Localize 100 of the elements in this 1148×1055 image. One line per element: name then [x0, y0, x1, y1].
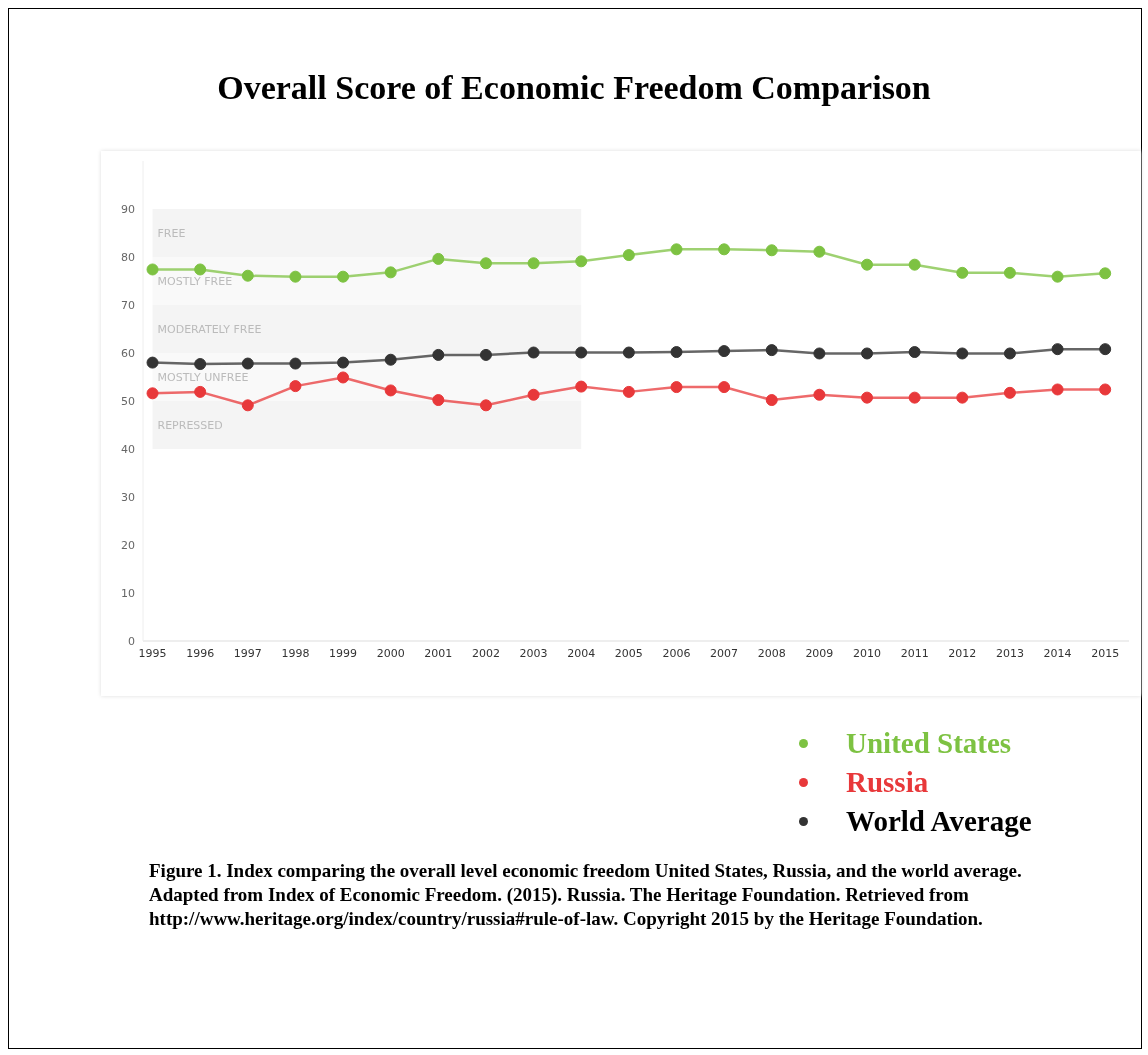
- point: [527, 346, 540, 359]
- x-tick-label: 2015: [1091, 646, 1120, 660]
- point: [241, 357, 254, 370]
- legend-label: Russia: [846, 766, 929, 799]
- point: [479, 399, 492, 412]
- point: [432, 252, 445, 265]
- point: [575, 255, 588, 268]
- x-tick-label: 2012: [948, 646, 977, 660]
- point: [527, 257, 540, 270]
- x-tick-label: 2011: [900, 646, 929, 660]
- point: [1099, 343, 1112, 356]
- point: [908, 258, 921, 271]
- x-tick-label: 2009: [805, 646, 834, 660]
- x-tick-label: 2006: [662, 646, 691, 660]
- point: [146, 387, 159, 400]
- y-tick-label: 80: [121, 250, 135, 264]
- point: [1051, 270, 1064, 283]
- point: [432, 394, 445, 407]
- x-tick-label: 2013: [995, 646, 1024, 660]
- point: [813, 347, 826, 360]
- point: [146, 263, 159, 276]
- point: [670, 346, 683, 359]
- point: [527, 388, 540, 401]
- point: [289, 270, 302, 283]
- x-tick-label: 2008: [757, 646, 786, 660]
- y-tick-label: 0: [128, 634, 135, 648]
- band-label: MOSTLY UNFREE: [157, 370, 249, 384]
- point: [813, 388, 826, 401]
- point: [479, 348, 492, 361]
- x-tick-label: 1998: [281, 646, 310, 660]
- point: [289, 357, 302, 370]
- point: [956, 391, 969, 404]
- point: [861, 391, 874, 404]
- point: [289, 380, 302, 393]
- point: [670, 243, 683, 256]
- y-tick-label: 20: [121, 538, 135, 552]
- point: [241, 269, 254, 282]
- x-tick-label: 2005: [614, 646, 643, 660]
- point: [765, 244, 778, 257]
- x-tick-label: 2003: [519, 646, 548, 660]
- point: [146, 356, 159, 369]
- y-tick-label: 30: [121, 490, 135, 504]
- point: [432, 348, 445, 361]
- x-tick-label: 1999: [329, 646, 358, 660]
- legend-label: United States: [846, 727, 1012, 760]
- point: [337, 356, 350, 369]
- point: [861, 347, 874, 360]
- y-tick-label: 50: [121, 394, 135, 408]
- point: [1051, 343, 1064, 356]
- x-tick-label: 2002: [471, 646, 500, 660]
- y-tick-label: 40: [121, 442, 135, 456]
- point: [1051, 383, 1064, 396]
- point: [575, 380, 588, 393]
- point: [479, 257, 492, 270]
- caption: Figure 1. Index comparing the overall level economic freedom United States, Russia, and the world average. Adapted from Index of Economic Freedom. (2015). Russia. The Heritage Foundation. Retrieved from http://www.heritage.org/index/country/russia#rule-of-law. Copyright 2015 by the Heritage Foundation.: [149, 859, 1023, 931]
- point: [337, 371, 350, 384]
- point: [718, 381, 731, 394]
- point: [1003, 347, 1016, 360]
- point: [1003, 266, 1016, 279]
- x-tick-label: 2004: [567, 646, 596, 660]
- x-tick-label: 2014: [1043, 646, 1072, 660]
- point: [1003, 386, 1016, 399]
- point: [670, 381, 683, 394]
- band-label: MODERATELY FREE: [157, 322, 262, 336]
- point: [718, 345, 731, 358]
- point: [1099, 267, 1112, 280]
- legend-label: World Average: [846, 805, 1032, 838]
- x-tick-label: 1997: [233, 646, 262, 660]
- band-label: MOSTLY FREE: [157, 274, 233, 288]
- x-tick-label: 1995: [138, 646, 167, 660]
- point: [194, 385, 207, 398]
- band-label: FREE: [157, 226, 186, 240]
- point: [1099, 383, 1112, 396]
- point: [765, 344, 778, 357]
- point: [384, 353, 397, 366]
- point: [575, 346, 588, 359]
- point: [622, 346, 635, 359]
- point: [337, 270, 350, 283]
- point: [861, 258, 874, 271]
- point: [765, 394, 778, 407]
- point: [241, 399, 254, 412]
- chart-title: Overall Score of Economic Freedom Comparison: [217, 69, 931, 106]
- point: [956, 347, 969, 360]
- x-tick-label: 2010: [853, 646, 882, 660]
- y-tick-label: 60: [121, 346, 135, 360]
- x-tick-label: 2007: [710, 646, 739, 660]
- x-tick-label: 2001: [424, 646, 453, 660]
- point: [718, 243, 731, 256]
- point: [956, 266, 969, 279]
- point: [813, 245, 826, 258]
- x-tick-label: 1996: [186, 646, 215, 660]
- point: [908, 346, 921, 359]
- y-tick-label: 10: [121, 586, 135, 600]
- point: [384, 266, 397, 279]
- y-tick-label: 70: [121, 298, 135, 312]
- point: [384, 384, 397, 397]
- point: [622, 385, 635, 398]
- point: [908, 391, 921, 404]
- y-tick-label: 90: [121, 202, 135, 216]
- point: [194, 263, 207, 276]
